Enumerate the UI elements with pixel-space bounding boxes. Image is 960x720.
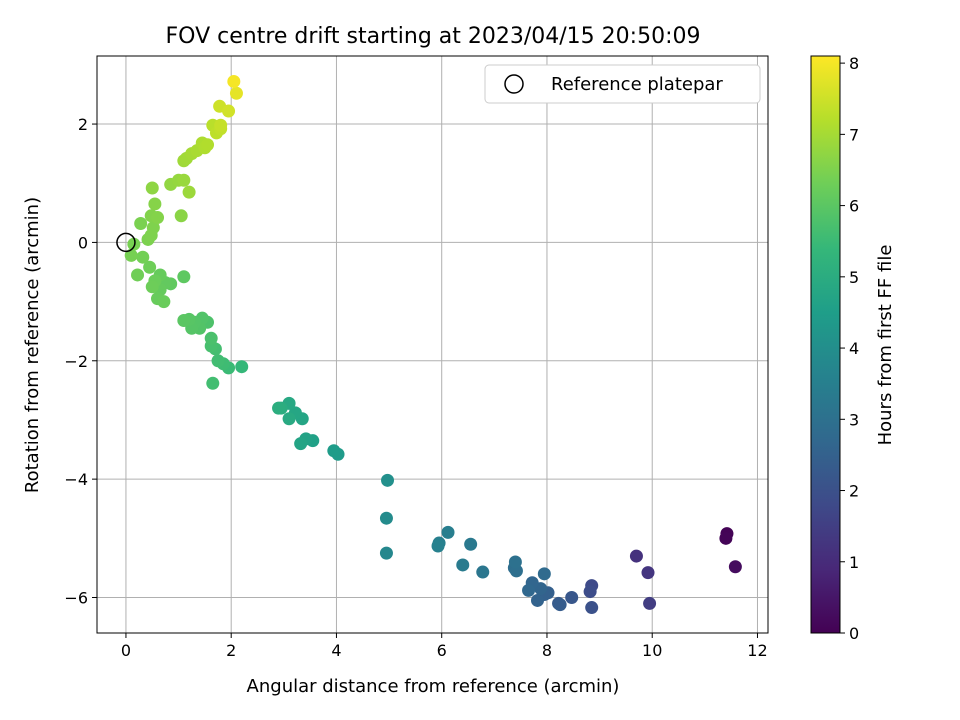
data-point bbox=[629, 549, 643, 563]
reference-platepar-marker bbox=[116, 232, 136, 253]
x-axis-ticks: 0 2 4 6 8 10 12 bbox=[121, 633, 768, 660]
colorbar-tick-label: 5 bbox=[849, 268, 859, 287]
plot-frame bbox=[96, 55, 769, 634]
data-point bbox=[585, 601, 599, 615]
data-point bbox=[431, 539, 445, 553]
data-point bbox=[235, 360, 249, 374]
data-point bbox=[643, 596, 657, 610]
data-point bbox=[530, 593, 544, 607]
colorbar-tick-label: 8 bbox=[849, 54, 859, 73]
colorbar-tick-label: 6 bbox=[849, 197, 859, 216]
data-point bbox=[441, 525, 455, 539]
data-point bbox=[174, 209, 188, 223]
data-point bbox=[201, 138, 215, 152]
x-tick-label: 0 bbox=[121, 641, 131, 660]
data-point bbox=[143, 260, 157, 274]
data-point bbox=[229, 86, 243, 100]
data-point bbox=[227, 74, 241, 88]
colorbar-ticks: 0 1 2 3 4 5 6 7 8 bbox=[840, 54, 859, 643]
data-point bbox=[294, 437, 308, 451]
y-tick-label: 2 bbox=[78, 115, 88, 134]
data-point bbox=[136, 250, 150, 264]
legend-box bbox=[484, 64, 761, 104]
data-point bbox=[381, 473, 395, 487]
x-axis-label: Angular distance from reference (arcmin) bbox=[247, 676, 620, 697]
legend: Reference platepar bbox=[484, 64, 761, 104]
data-point bbox=[157, 295, 171, 309]
data-point bbox=[282, 412, 296, 426]
data-point bbox=[537, 567, 551, 581]
data-point bbox=[131, 268, 145, 282]
colorbar-tick-label: 1 bbox=[849, 553, 859, 572]
data-point bbox=[134, 216, 148, 230]
data-point bbox=[719, 531, 733, 545]
data-point bbox=[177, 314, 191, 328]
data-point bbox=[127, 237, 141, 251]
data-point bbox=[182, 185, 196, 199]
x-tick-label: 10 bbox=[642, 641, 662, 660]
colorbar-tick-label: 2 bbox=[849, 482, 859, 501]
x-tick-label: 2 bbox=[226, 641, 236, 660]
y-axis-ticks: −6 −4 −2 0 2 bbox=[64, 115, 97, 607]
data-point bbox=[177, 173, 191, 187]
data-point bbox=[379, 511, 393, 525]
colorbar-tick-label: 3 bbox=[849, 410, 859, 429]
data-point bbox=[641, 566, 655, 580]
data-point bbox=[222, 104, 236, 118]
data-point bbox=[145, 181, 159, 195]
data-point bbox=[728, 560, 742, 574]
colorbar: 0 1 2 3 4 5 6 7 8 Hours from first FF file bbox=[810, 54, 896, 643]
data-point bbox=[379, 546, 393, 560]
data-point bbox=[464, 537, 478, 551]
data-point bbox=[206, 376, 220, 390]
colorbar-tick-label: 4 bbox=[849, 339, 859, 358]
data-point bbox=[214, 118, 228, 132]
data-point bbox=[148, 197, 162, 211]
data-point bbox=[211, 354, 225, 368]
x-tick-label: 8 bbox=[542, 641, 552, 660]
y-tick-label: 0 bbox=[78, 233, 88, 252]
y-tick-label: −4 bbox=[64, 470, 88, 489]
y-tick-label: −2 bbox=[64, 352, 88, 371]
legend-label: Reference platepar bbox=[551, 74, 723, 95]
y-axis-label: Rotation from reference (arcmin) bbox=[22, 197, 43, 493]
data-point bbox=[177, 270, 191, 284]
data-point bbox=[145, 280, 159, 294]
data-point bbox=[456, 558, 470, 572]
data-point bbox=[583, 585, 597, 599]
data-point bbox=[476, 565, 490, 579]
data-point bbox=[565, 590, 579, 604]
x-tick-label: 4 bbox=[331, 641, 341, 660]
x-tick-label: 6 bbox=[437, 641, 447, 660]
data-point bbox=[327, 444, 341, 458]
colorbar-tick-label: 0 bbox=[849, 624, 859, 643]
colorbar-tick-label: 7 bbox=[849, 125, 859, 144]
data-point bbox=[508, 555, 522, 569]
data-point bbox=[522, 583, 536, 597]
data-point bbox=[204, 331, 218, 345]
plot-area: 0 2 4 6 8 10 12 −6 −4 −2 0 2 bbox=[64, 55, 769, 660]
data-point bbox=[124, 248, 138, 262]
legend-marker bbox=[504, 74, 524, 94]
data-point bbox=[146, 221, 160, 235]
data-point bbox=[272, 401, 286, 415]
y-tick-label: −6 bbox=[64, 588, 88, 607]
colorbar-label: Hours from first FF file bbox=[875, 245, 896, 446]
colorbar-gradient bbox=[810, 55, 841, 634]
grid-lines bbox=[97, 56, 768, 633]
data-points bbox=[124, 74, 742, 615]
data-point bbox=[553, 598, 567, 612]
data-point bbox=[151, 211, 165, 225]
chart-title: FOV centre drift starting at 2023/04/15 … bbox=[166, 24, 701, 49]
x-tick-label: 12 bbox=[747, 641, 767, 660]
